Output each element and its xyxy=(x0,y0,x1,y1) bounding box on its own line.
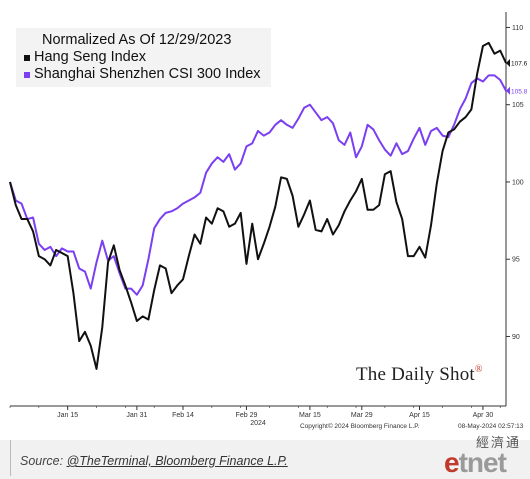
hang-seng-swatch xyxy=(24,54,30,61)
source-link[interactable]: @TheTerminal, Bloomberg Finance L.P. xyxy=(66,454,288,468)
x-year-label: 2024 xyxy=(250,420,266,427)
end-value-label: 107.6 xyxy=(511,60,528,67)
x-tick-label: Jan 31 xyxy=(126,412,147,419)
x-tick-label: Mar 29 xyxy=(351,412,373,419)
y-tick-label: 110 xyxy=(512,25,523,32)
csi300-swatch xyxy=(24,71,30,78)
end-label-box xyxy=(507,57,529,68)
end-label-pointer xyxy=(506,58,510,67)
legend-label-hang-seng: Hang Seng Index xyxy=(34,49,147,65)
etnet-logo-chinese: 經濟通 xyxy=(476,435,522,450)
csi300-line xyxy=(9,74,507,296)
watermark-text: The Daily Shot xyxy=(356,364,475,385)
watermark-mark: ® xyxy=(474,364,483,375)
end-value-label: 105.8 xyxy=(511,88,528,95)
end-label-box xyxy=(507,85,529,96)
source-prefix: Source: xyxy=(20,454,67,468)
footer-bar xyxy=(0,440,530,479)
x-tick-label: Mar 15 xyxy=(299,412,321,419)
y-tick-label: 90 xyxy=(512,334,520,341)
legend-title: Normalized As Of 12/29/2023 xyxy=(42,32,232,48)
x-tick-label: Jan 15 xyxy=(57,412,78,419)
hang-seng-line xyxy=(9,41,507,370)
daily-shot-watermark: The Daily Shot® xyxy=(356,364,483,386)
x-tick-label: Feb 29 xyxy=(236,412,258,419)
copyright-note: Copyright© 2024 Bloomberg Finance L.P. xyxy=(300,423,420,430)
y-tick-label: 105 xyxy=(512,102,524,109)
etnet-logo-e: e xyxy=(444,447,460,478)
legend-label-csi300: Shanghai Shenzhen CSI 300 Index xyxy=(34,66,261,82)
y-tick-label: 95 xyxy=(512,257,520,264)
x-tick-label: Apr 15 xyxy=(409,412,430,419)
footer-divider xyxy=(10,440,11,476)
etnet-logo-rest: tnet xyxy=(458,447,507,478)
legend: Normalized As Of 12/29/2023 Hang Seng In… xyxy=(16,28,271,87)
timestamp: 08-May-2024 02:57:13 xyxy=(458,423,524,430)
x-tick-label: Apr 30 xyxy=(473,412,494,419)
source-caption: Source: @TheTerminal, Bloomberg Finance … xyxy=(20,454,288,468)
legend-item-hang-seng: Hang Seng Index xyxy=(24,49,261,66)
legend-item-csi300: Shanghai Shenzhen CSI 300 Index xyxy=(24,66,261,83)
etnet-logo[interactable]: etnet xyxy=(444,447,507,479)
x-tick-label: Feb 14 xyxy=(172,412,194,419)
line-chart: 90 95 100 105 110 Jan 15 Jan 31 Feb 14 Feb 29 Mar… xyxy=(9,12,529,427)
chart-area: 90 95 100 105 110 Jan 15 Jan 31 Feb 14 Feb 29 Mar… xyxy=(9,12,529,430)
y-tick-label: 100 xyxy=(512,179,524,186)
end-label-pointer xyxy=(506,86,510,95)
